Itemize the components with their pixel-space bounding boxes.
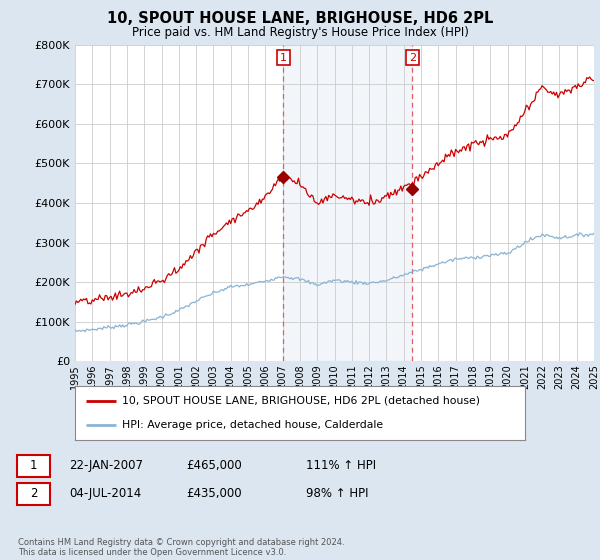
- Text: 10, SPOUT HOUSE LANE, BRIGHOUSE, HD6 2PL (detached house): 10, SPOUT HOUSE LANE, BRIGHOUSE, HD6 2PL…: [122, 396, 480, 406]
- Text: HPI: Average price, detached house, Calderdale: HPI: Average price, detached house, Cald…: [122, 420, 383, 430]
- Text: 2: 2: [409, 53, 416, 63]
- Text: Contains HM Land Registry data © Crown copyright and database right 2024.
This d: Contains HM Land Registry data © Crown c…: [18, 538, 344, 557]
- Text: 10, SPOUT HOUSE LANE, BRIGHOUSE, HD6 2PL: 10, SPOUT HOUSE LANE, BRIGHOUSE, HD6 2PL: [107, 11, 493, 26]
- Text: 22-JAN-2007: 22-JAN-2007: [69, 459, 143, 473]
- Text: 98% ↑ HPI: 98% ↑ HPI: [306, 487, 368, 501]
- Text: 04-JUL-2014: 04-JUL-2014: [69, 487, 141, 501]
- Text: £435,000: £435,000: [186, 487, 242, 501]
- Text: 1: 1: [30, 459, 37, 473]
- Text: £465,000: £465,000: [186, 459, 242, 473]
- Text: 111% ↑ HPI: 111% ↑ HPI: [306, 459, 376, 473]
- Text: 1: 1: [280, 53, 287, 63]
- Bar: [283, 45, 412, 361]
- Text: 2: 2: [30, 487, 37, 501]
- Text: Price paid vs. HM Land Registry's House Price Index (HPI): Price paid vs. HM Land Registry's House …: [131, 26, 469, 39]
